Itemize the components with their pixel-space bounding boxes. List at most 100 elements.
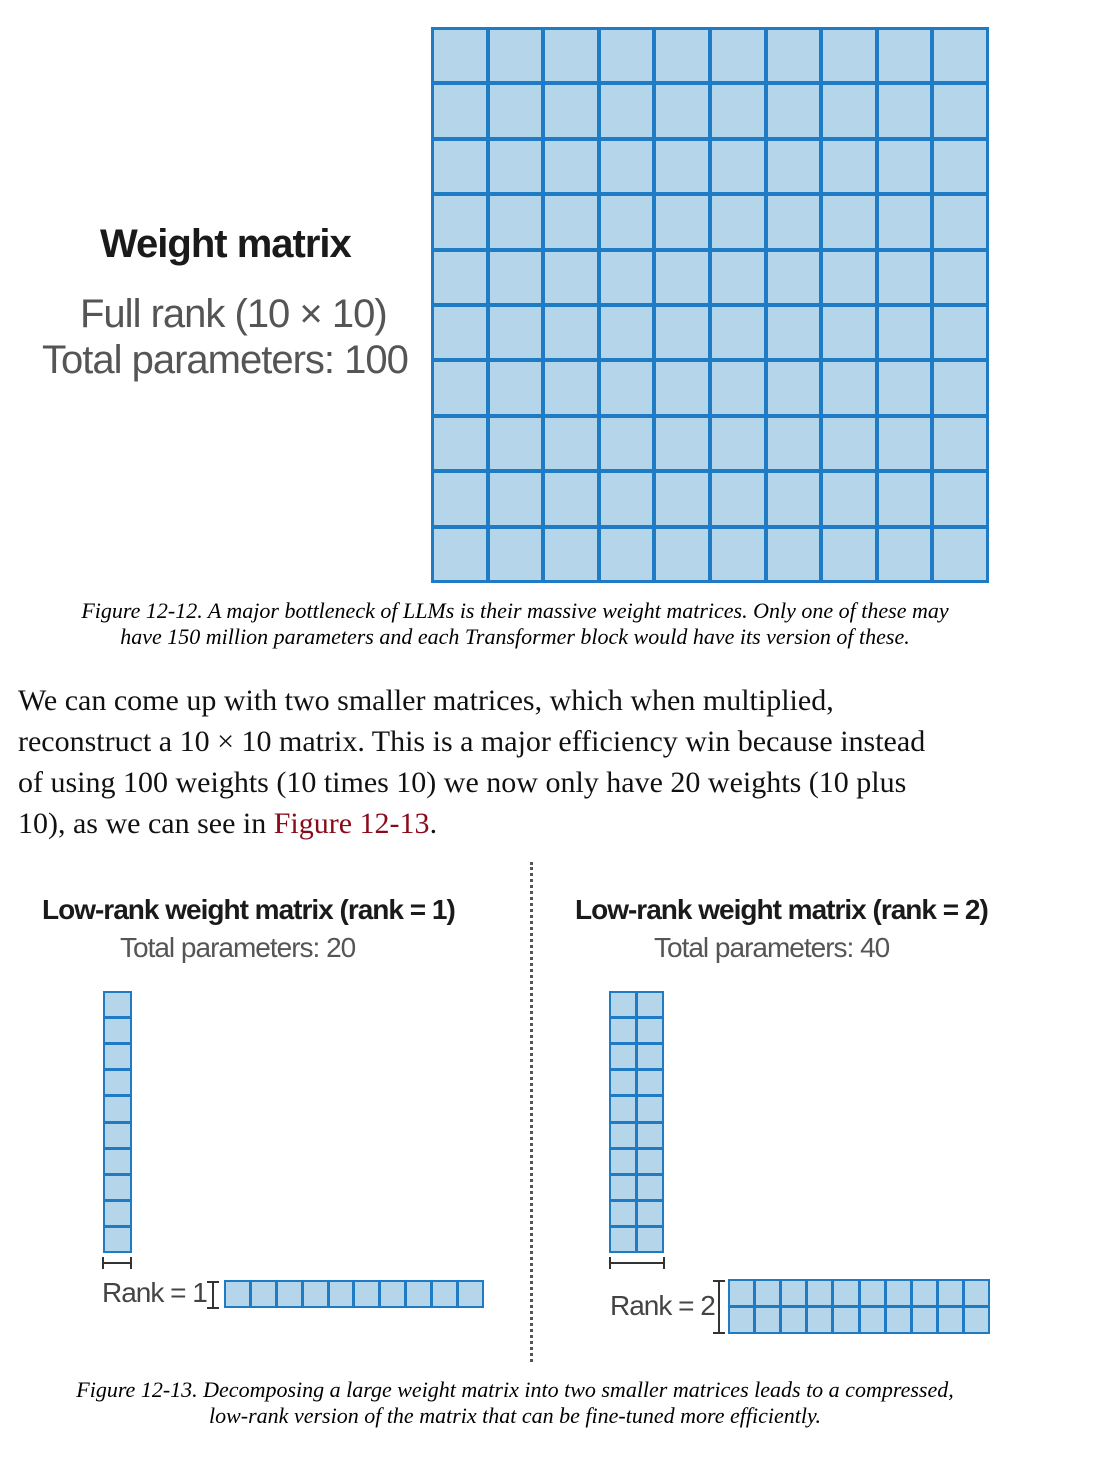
matrix-cell (105, 1175, 130, 1199)
matrix-cell (489, 251, 542, 303)
matrix-cell (434, 30, 486, 82)
matrix-cell (656, 473, 708, 525)
matrix-cell (545, 362, 597, 414)
matrix-cell (823, 140, 875, 193)
matrix-cell (964, 1281, 988, 1305)
rank-1-width-bracket (102, 1257, 132, 1269)
matrix-cell (934, 85, 986, 137)
matrix-cell (459, 1282, 482, 1306)
matrix-cell (638, 1019, 662, 1043)
matrix-cell (638, 1045, 662, 1069)
matrix-cell (912, 1281, 936, 1305)
matrix-cell (277, 1282, 301, 1306)
matrix-cell (611, 1149, 635, 1173)
matrix-cell (489, 85, 542, 137)
matrix-cell (638, 1175, 662, 1199)
matrix-cell (934, 528, 986, 580)
matrix-cell (638, 993, 662, 1017)
matrix-cell (329, 1282, 353, 1306)
matrix-cell (545, 196, 597, 248)
matrix-cell (600, 473, 653, 525)
matrix-cell (767, 362, 820, 414)
matrix-cell (638, 1227, 662, 1251)
paragraph-line: of using 100 weights (10 times 10) we no… (18, 766, 907, 799)
matrix-cell (489, 473, 542, 525)
matrix-cell (434, 251, 486, 303)
matrix-cell (808, 1308, 832, 1332)
rank-1-label: Rank = 1 (102, 1277, 208, 1308)
rank-2-column-matrix (609, 991, 664, 1253)
matrix-cell (823, 528, 875, 580)
matrix-cell (767, 140, 820, 193)
matrix-cell (823, 196, 875, 248)
matrix-cell (600, 30, 653, 82)
matrix-cell (611, 1123, 635, 1147)
matrix-cell (600, 362, 653, 414)
figure-divider (530, 862, 533, 1362)
matrix-cell (656, 362, 708, 414)
rank-1-parameters: Total parameters: 20 (120, 932, 356, 963)
matrix-cell (656, 85, 708, 137)
matrix-cell (823, 362, 875, 414)
matrix-cell (105, 993, 130, 1017)
paragraph-text: . (429, 807, 438, 840)
matrix-cell (434, 362, 486, 414)
caption-line: have 150 million parameters and each Tra… (120, 624, 910, 649)
rank-2-label: Rank = 2 (610, 1290, 716, 1321)
full-rank-matrix (431, 27, 989, 583)
matrix-cell (782, 1308, 806, 1332)
matrix-cell (730, 1281, 754, 1305)
matrix-cell (434, 140, 486, 193)
matrix-cell (934, 307, 986, 359)
matrix-cell (434, 307, 486, 359)
matrix-cell (938, 1308, 962, 1332)
matrix-cell (545, 85, 597, 137)
matrix-cell (782, 1281, 806, 1305)
matrix-cell (600, 140, 653, 193)
matrix-cell (934, 417, 986, 470)
total-parameters-label: Total parameters: 100 (42, 338, 409, 382)
matrix-cell (886, 1281, 910, 1305)
matrix-cell (105, 1227, 130, 1251)
matrix-cell (545, 417, 597, 470)
matrix-cell (303, 1282, 327, 1306)
matrix-cell (711, 30, 764, 82)
matrix-cell (878, 140, 931, 193)
matrix-cell (611, 1201, 635, 1225)
matrix-cell (638, 1071, 662, 1095)
matrix-cell (934, 251, 986, 303)
matrix-cell (934, 140, 986, 193)
matrix-cell (730, 1308, 754, 1332)
matrix-cell (878, 196, 931, 248)
matrix-cell (656, 528, 708, 580)
matrix-cell (226, 1282, 249, 1306)
matrix-cell (489, 362, 542, 414)
matrix-cell (611, 1175, 635, 1199)
matrix-cell (381, 1282, 405, 1306)
matrix-cell (600, 528, 653, 580)
matrix-cell (489, 417, 542, 470)
matrix-cell (823, 251, 875, 303)
matrix-cell (711, 140, 764, 193)
matrix-cell (834, 1308, 858, 1332)
paragraph-text: 10), as we can see in (18, 807, 274, 840)
caption-line: Figure 12-13. Decomposing a large weight… (76, 1377, 954, 1402)
matrix-cell (489, 307, 542, 359)
matrix-cell (878, 417, 931, 470)
matrix-cell (611, 1097, 635, 1121)
matrix-cell (105, 1019, 130, 1043)
figure-12-13-link[interactable]: Figure 12-13 (273, 807, 430, 840)
matrix-cell (823, 85, 875, 137)
matrix-cell (711, 196, 764, 248)
full-rank-label: Full rank (10 × 10) (80, 292, 388, 336)
rank-1-column-matrix (103, 991, 132, 1253)
matrix-cell (611, 1071, 635, 1095)
rank-2-row-matrix (728, 1279, 990, 1334)
matrix-cell (600, 307, 653, 359)
matrix-cell (878, 473, 931, 525)
caption-line: Figure 12-12. A major bottleneck of LLMs… (81, 598, 949, 623)
rank-2-height-bracket (713, 1280, 725, 1334)
matrix-cell (105, 1149, 130, 1173)
matrix-cell (600, 251, 653, 303)
rank-1-row-matrix (224, 1280, 484, 1308)
